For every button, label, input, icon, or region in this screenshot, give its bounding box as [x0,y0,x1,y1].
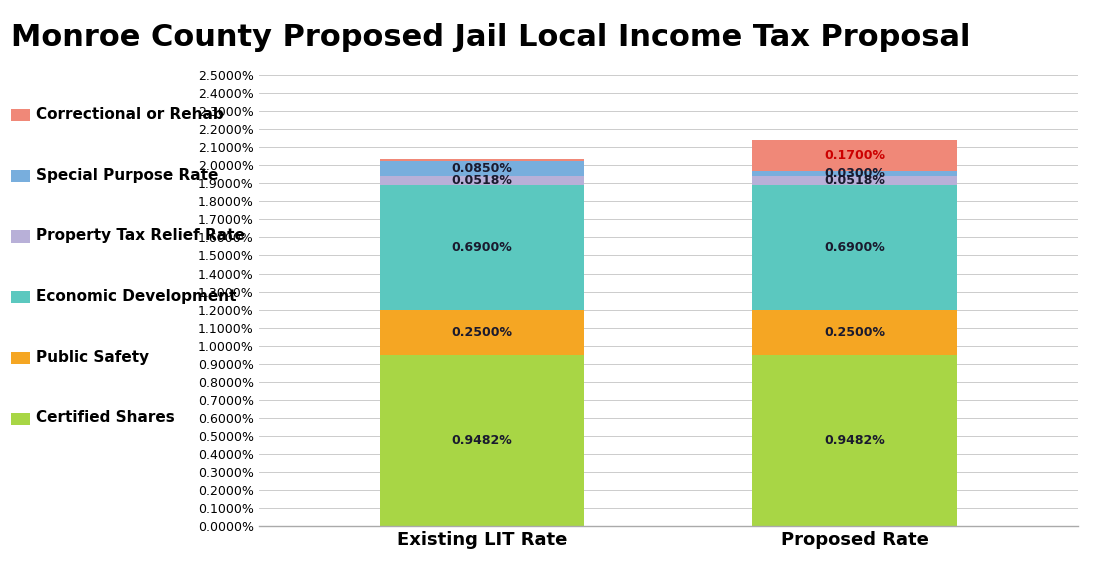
Bar [752,171,957,176]
Bar [379,310,584,355]
Text: 0.9482%: 0.9482% [824,434,884,447]
Text: 0.0300%: 0.0300% [824,167,884,180]
Text: 0.6900%: 0.6900% [824,241,884,254]
Text: 0.9482%: 0.9482% [452,434,513,447]
Text: 0.2500%: 0.2500% [824,326,886,339]
Text: Public Safety: Public Safety [35,350,148,365]
Text: 0.0518%: 0.0518% [452,175,513,187]
Text: Property Tax Relief Rate: Property Tax Relief Rate [35,228,244,243]
Bar [379,355,584,526]
Text: Monroe County Proposed Jail Local Income Tax Proposal: Monroe County Proposed Jail Local Income… [11,23,970,52]
Text: 0.2500%: 0.2500% [451,326,513,339]
Bar [752,186,957,310]
Bar [379,186,584,310]
Bar [752,310,957,355]
Text: 0.6900%: 0.6900% [452,241,513,254]
Bar [752,355,957,526]
Text: Special Purpose Rate: Special Purpose Rate [35,168,218,183]
Text: 0.1700%: 0.1700% [824,149,886,162]
Bar [752,140,957,171]
Bar [752,176,957,186]
Text: 0.0518%: 0.0518% [824,175,884,187]
Bar [379,159,584,161]
Text: Correctional or Rehab: Correctional or Rehab [35,107,223,122]
Bar [379,161,584,176]
Bar [379,176,584,186]
Text: 0.0850%: 0.0850% [452,162,513,175]
Text: Certified Shares: Certified Shares [35,410,175,425]
Text: Economic Development: Economic Development [35,289,236,304]
